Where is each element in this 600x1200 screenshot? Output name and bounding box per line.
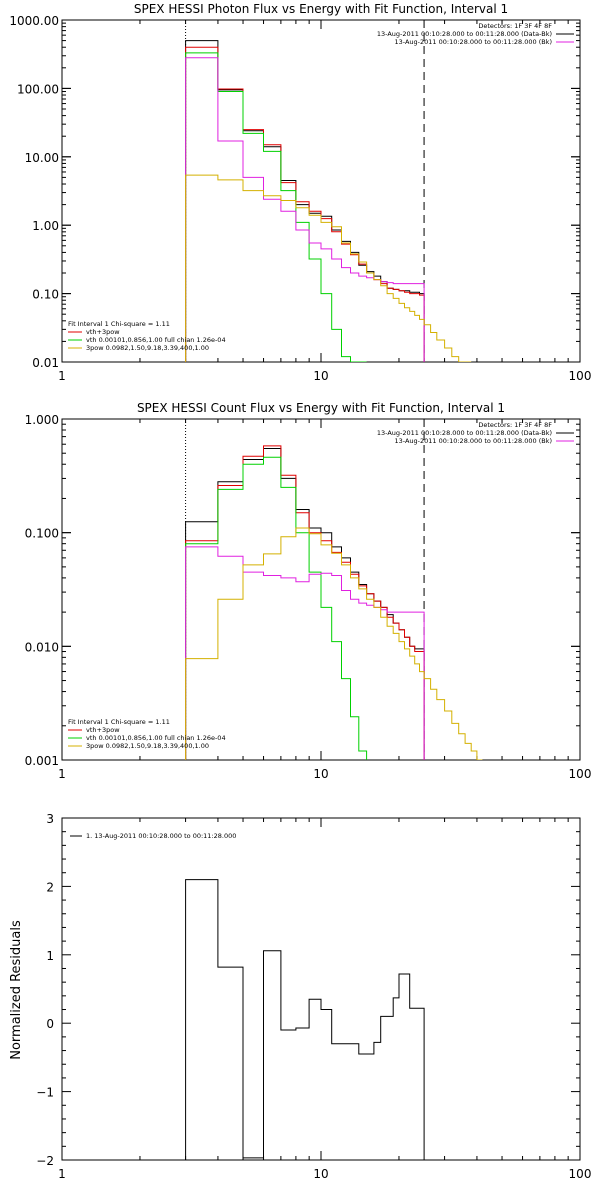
y-tick-label: 1000.00: [9, 14, 59, 28]
y-tick-label: 0.100: [25, 527, 59, 541]
legend-top-left-text: 1. 13-Aug-2011 00:10:28.000 to 00:11:28.…: [86, 832, 236, 840]
y-tick-label: 0: [46, 1017, 54, 1031]
photon-flux-title: SPEX HESSI Photon Flux vs Energy with Fi…: [134, 2, 508, 16]
y-tick-label: 1.00: [32, 219, 59, 233]
legend-bottom-left-text: vth 0.00101,0.856,1.00 full chian 1.26e-…: [86, 734, 226, 742]
legend-top-right-text: Detectors: 1F 3F 4F 8F: [478, 22, 552, 30]
series-3-histogram: [185, 57, 425, 362]
y-tick-label: 1.000: [25, 413, 59, 427]
x-tick-label: 10: [313, 767, 328, 781]
series-4-histogram: [185, 174, 472, 362]
x-tick-label: 100: [569, 369, 592, 383]
y-tick-label: 3: [46, 812, 54, 826]
axis-frame: [61, 817, 581, 1161]
count-flux-title: SPEX HESSI Count Flux vs Energy with Fit…: [137, 401, 505, 415]
x-tick-label: 100: [569, 767, 592, 781]
residuals-panel: Normalized Residuals 1 10 100 −2 −1 0 1 2 3 1. 13…: [9, 812, 591, 1181]
axis-frame: [61, 19, 581, 363]
y-tick-label: −2: [36, 1154, 54, 1168]
series-2-histogram: [185, 52, 367, 362]
series-0-histogram: [185, 879, 425, 1160]
x-tick-label: 1: [58, 369, 66, 383]
x-tick-label: 1: [58, 767, 66, 781]
legend-top-right-text: 13-Aug-2011 00:10:28.000 to 00:11:28.000…: [377, 30, 552, 38]
y-tick-label: 0.001: [25, 754, 59, 768]
count-flux-panel: SPEX HESSI Count Flux vs Energy with Fit…: [25, 401, 592, 781]
legend-top-right-text: 13-Aug-2011 00:10:28.000 to 00:11:28.000…: [377, 429, 552, 437]
photon-flux-panel: SPEX HESSI Photon Flux vs Energy with Fi…: [9, 2, 591, 383]
x-tick-label: 10: [313, 369, 328, 383]
legend-bottom-left-text: Fit Interval 1 Chi-square = 1.11: [68, 320, 170, 328]
series-4-histogram: [185, 527, 483, 760]
legend-top-right-text: 13-Aug-2011 00:10:28.000 to 00:11:28.000…: [395, 437, 552, 445]
series-2-histogram: [185, 456, 368, 760]
series-3-histogram: [185, 546, 425, 760]
y-tick-label: 0.010: [25, 640, 59, 654]
legend-bottom-left-text: Fit Interval 1 Chi-square = 1.11: [68, 718, 170, 726]
residuals-ylabel: Normalized Residuals: [9, 920, 24, 1060]
legend-top-right-text: Detectors: 1F 3F 4F 8F: [478, 421, 552, 429]
series-0-histogram: [185, 448, 425, 760]
x-tick-label: 10: [313, 1167, 328, 1181]
y-tick-label: 1: [46, 949, 54, 963]
legend-bottom-left-text: vth+3pow: [86, 726, 120, 734]
y-tick-label: 0.10: [32, 288, 59, 302]
y-tick-label: 100.00: [17, 82, 59, 96]
legend-bottom-left-text: 3pow 0.0982,1.50,9.18,3.39,400,1.00: [86, 344, 209, 352]
legend-top-right-text: 13-Aug-2011 00:10:28.000 to 00:11:28.000…: [395, 38, 552, 46]
legend-bottom-left-text: vth 0.00101,0.856,1.00 full chian 1.26e-…: [86, 336, 226, 344]
y-tick-label: 0.01: [32, 356, 59, 370]
y-tick-label: −1: [36, 1086, 54, 1100]
x-tick-label: 1: [58, 1167, 66, 1181]
y-tick-label: 2: [46, 880, 54, 894]
series-1-histogram: [185, 46, 425, 362]
x-tick-label: 100: [569, 1167, 592, 1181]
legend-bottom-left-text: vth+3pow: [86, 328, 120, 336]
series-1-histogram: [185, 445, 425, 760]
y-tick-label: 10.00: [25, 151, 59, 165]
legend-bottom-left-text: 3pow 0.0982,1.50,9.18,3.39,400,1.00: [86, 742, 209, 750]
